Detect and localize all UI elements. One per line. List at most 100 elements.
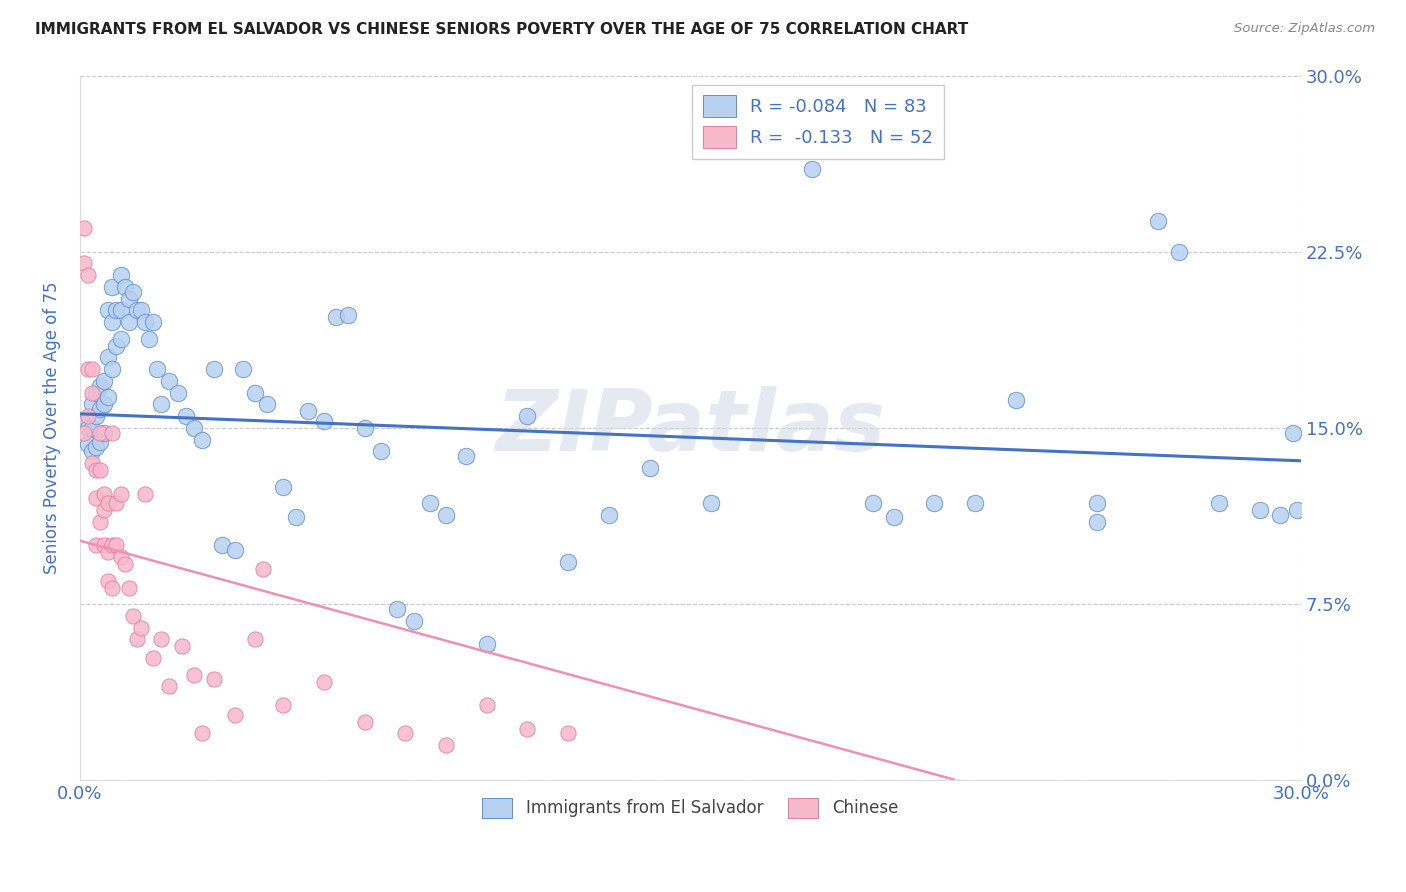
Point xyxy=(337,308,360,322)
Point xyxy=(211,538,233,552)
Point xyxy=(93,425,115,440)
Point xyxy=(89,435,111,450)
Point xyxy=(84,385,107,400)
Point xyxy=(93,538,115,552)
Point xyxy=(114,557,136,571)
Point xyxy=(101,538,124,552)
Point xyxy=(183,667,205,681)
Point xyxy=(1147,214,1170,228)
Point xyxy=(73,221,96,235)
Point xyxy=(84,463,107,477)
Point xyxy=(93,486,115,500)
Point xyxy=(699,496,721,510)
Point xyxy=(80,444,103,458)
Point xyxy=(134,486,156,500)
Point xyxy=(1249,503,1271,517)
Point xyxy=(862,496,884,510)
Point xyxy=(394,726,416,740)
Point xyxy=(598,508,620,522)
Point xyxy=(93,503,115,517)
Point xyxy=(105,538,128,552)
Point xyxy=(883,510,905,524)
Point xyxy=(166,385,188,400)
Point xyxy=(965,496,987,510)
Point xyxy=(114,280,136,294)
Point xyxy=(77,362,100,376)
Point xyxy=(516,722,538,736)
Point xyxy=(232,362,254,376)
Point xyxy=(402,614,425,628)
Point xyxy=(353,714,375,729)
Point xyxy=(434,738,457,752)
Point xyxy=(118,315,141,329)
Point xyxy=(1208,496,1230,510)
Point xyxy=(80,362,103,376)
Point xyxy=(325,310,347,325)
Point xyxy=(191,433,214,447)
Point xyxy=(125,632,148,647)
Point xyxy=(129,621,152,635)
Point xyxy=(138,332,160,346)
Point xyxy=(516,409,538,424)
Point xyxy=(202,673,225,687)
Point xyxy=(557,726,579,740)
Point xyxy=(202,362,225,376)
Point xyxy=(84,538,107,552)
Point xyxy=(110,486,132,500)
Point xyxy=(252,562,274,576)
Point xyxy=(97,496,120,510)
Point xyxy=(118,581,141,595)
Point xyxy=(150,632,173,647)
Point xyxy=(89,425,111,440)
Point xyxy=(475,698,498,712)
Point xyxy=(89,378,111,392)
Point xyxy=(77,268,100,283)
Point xyxy=(1004,392,1026,407)
Point xyxy=(174,409,197,424)
Point xyxy=(142,315,165,329)
Point xyxy=(1285,503,1308,517)
Point xyxy=(118,292,141,306)
Point xyxy=(110,332,132,346)
Point xyxy=(297,404,319,418)
Point xyxy=(273,698,295,712)
Point xyxy=(387,602,409,616)
Point xyxy=(801,162,824,177)
Point xyxy=(146,362,169,376)
Point xyxy=(475,637,498,651)
Point xyxy=(73,425,96,440)
Point xyxy=(80,385,103,400)
Point xyxy=(129,303,152,318)
Point xyxy=(142,651,165,665)
Point xyxy=(97,390,120,404)
Point xyxy=(191,726,214,740)
Point xyxy=(273,480,295,494)
Point xyxy=(77,421,100,435)
Legend: Immigrants from El Salvador, Chinese: Immigrants from El Salvador, Chinese xyxy=(475,791,904,825)
Y-axis label: Seniors Poverty Over the Age of 75: Seniors Poverty Over the Age of 75 xyxy=(44,282,60,574)
Point xyxy=(312,674,335,689)
Point xyxy=(121,285,143,299)
Point xyxy=(557,555,579,569)
Point xyxy=(105,303,128,318)
Point xyxy=(256,397,278,411)
Point xyxy=(80,456,103,470)
Point xyxy=(243,385,266,400)
Point xyxy=(370,444,392,458)
Point xyxy=(105,339,128,353)
Point xyxy=(80,421,103,435)
Point xyxy=(224,707,246,722)
Point xyxy=(89,402,111,417)
Point xyxy=(89,515,111,529)
Point xyxy=(1167,244,1189,259)
Point xyxy=(1085,515,1108,529)
Point xyxy=(150,397,173,411)
Point xyxy=(97,545,120,559)
Point xyxy=(77,437,100,451)
Point xyxy=(121,608,143,623)
Point xyxy=(73,256,96,270)
Point xyxy=(84,440,107,454)
Point xyxy=(170,640,193,654)
Point xyxy=(924,496,946,510)
Point xyxy=(105,496,128,510)
